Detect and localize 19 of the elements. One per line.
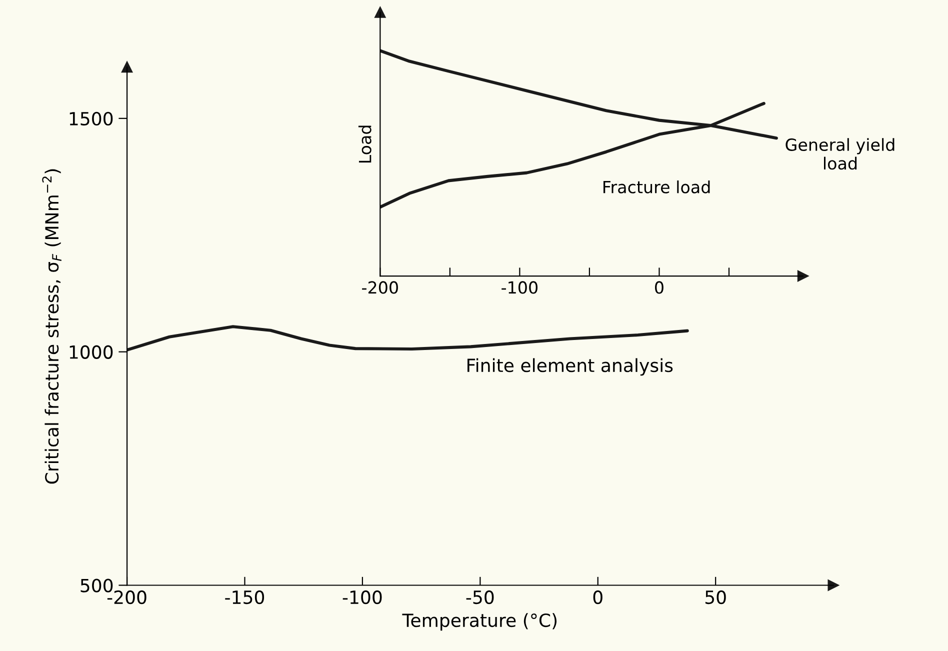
y-tick-label: 1500 xyxy=(70,112,113,126)
x-tick-label: -200 xyxy=(362,281,398,294)
x-tick-label: 50 xyxy=(705,590,726,604)
x-tick-label: -50 xyxy=(466,590,494,604)
y-axis-title: Load xyxy=(358,126,372,163)
series-label: Fracture load xyxy=(603,180,710,194)
line-series xyxy=(127,325,689,352)
x-tick-label: -200 xyxy=(107,590,146,604)
x-tick-label: 0 xyxy=(655,281,664,294)
x-tick-label: -150 xyxy=(225,590,264,604)
y-tick-label: 1000 xyxy=(70,345,113,359)
series-label: Finite element analysis xyxy=(468,358,673,376)
x-tick-label: -100 xyxy=(502,281,538,294)
series-label: General yield load xyxy=(786,138,894,170)
x-axis-title: Temperature (°C) xyxy=(402,613,557,631)
x-tick-label: 0 xyxy=(593,590,602,604)
y-axis-title: Critical fracture stress, σ$_{F}$ (MNm$^{−2}$) xyxy=(42,169,62,484)
x-tick-label: -100 xyxy=(342,590,382,604)
y-tick-label: 500 xyxy=(80,578,113,592)
